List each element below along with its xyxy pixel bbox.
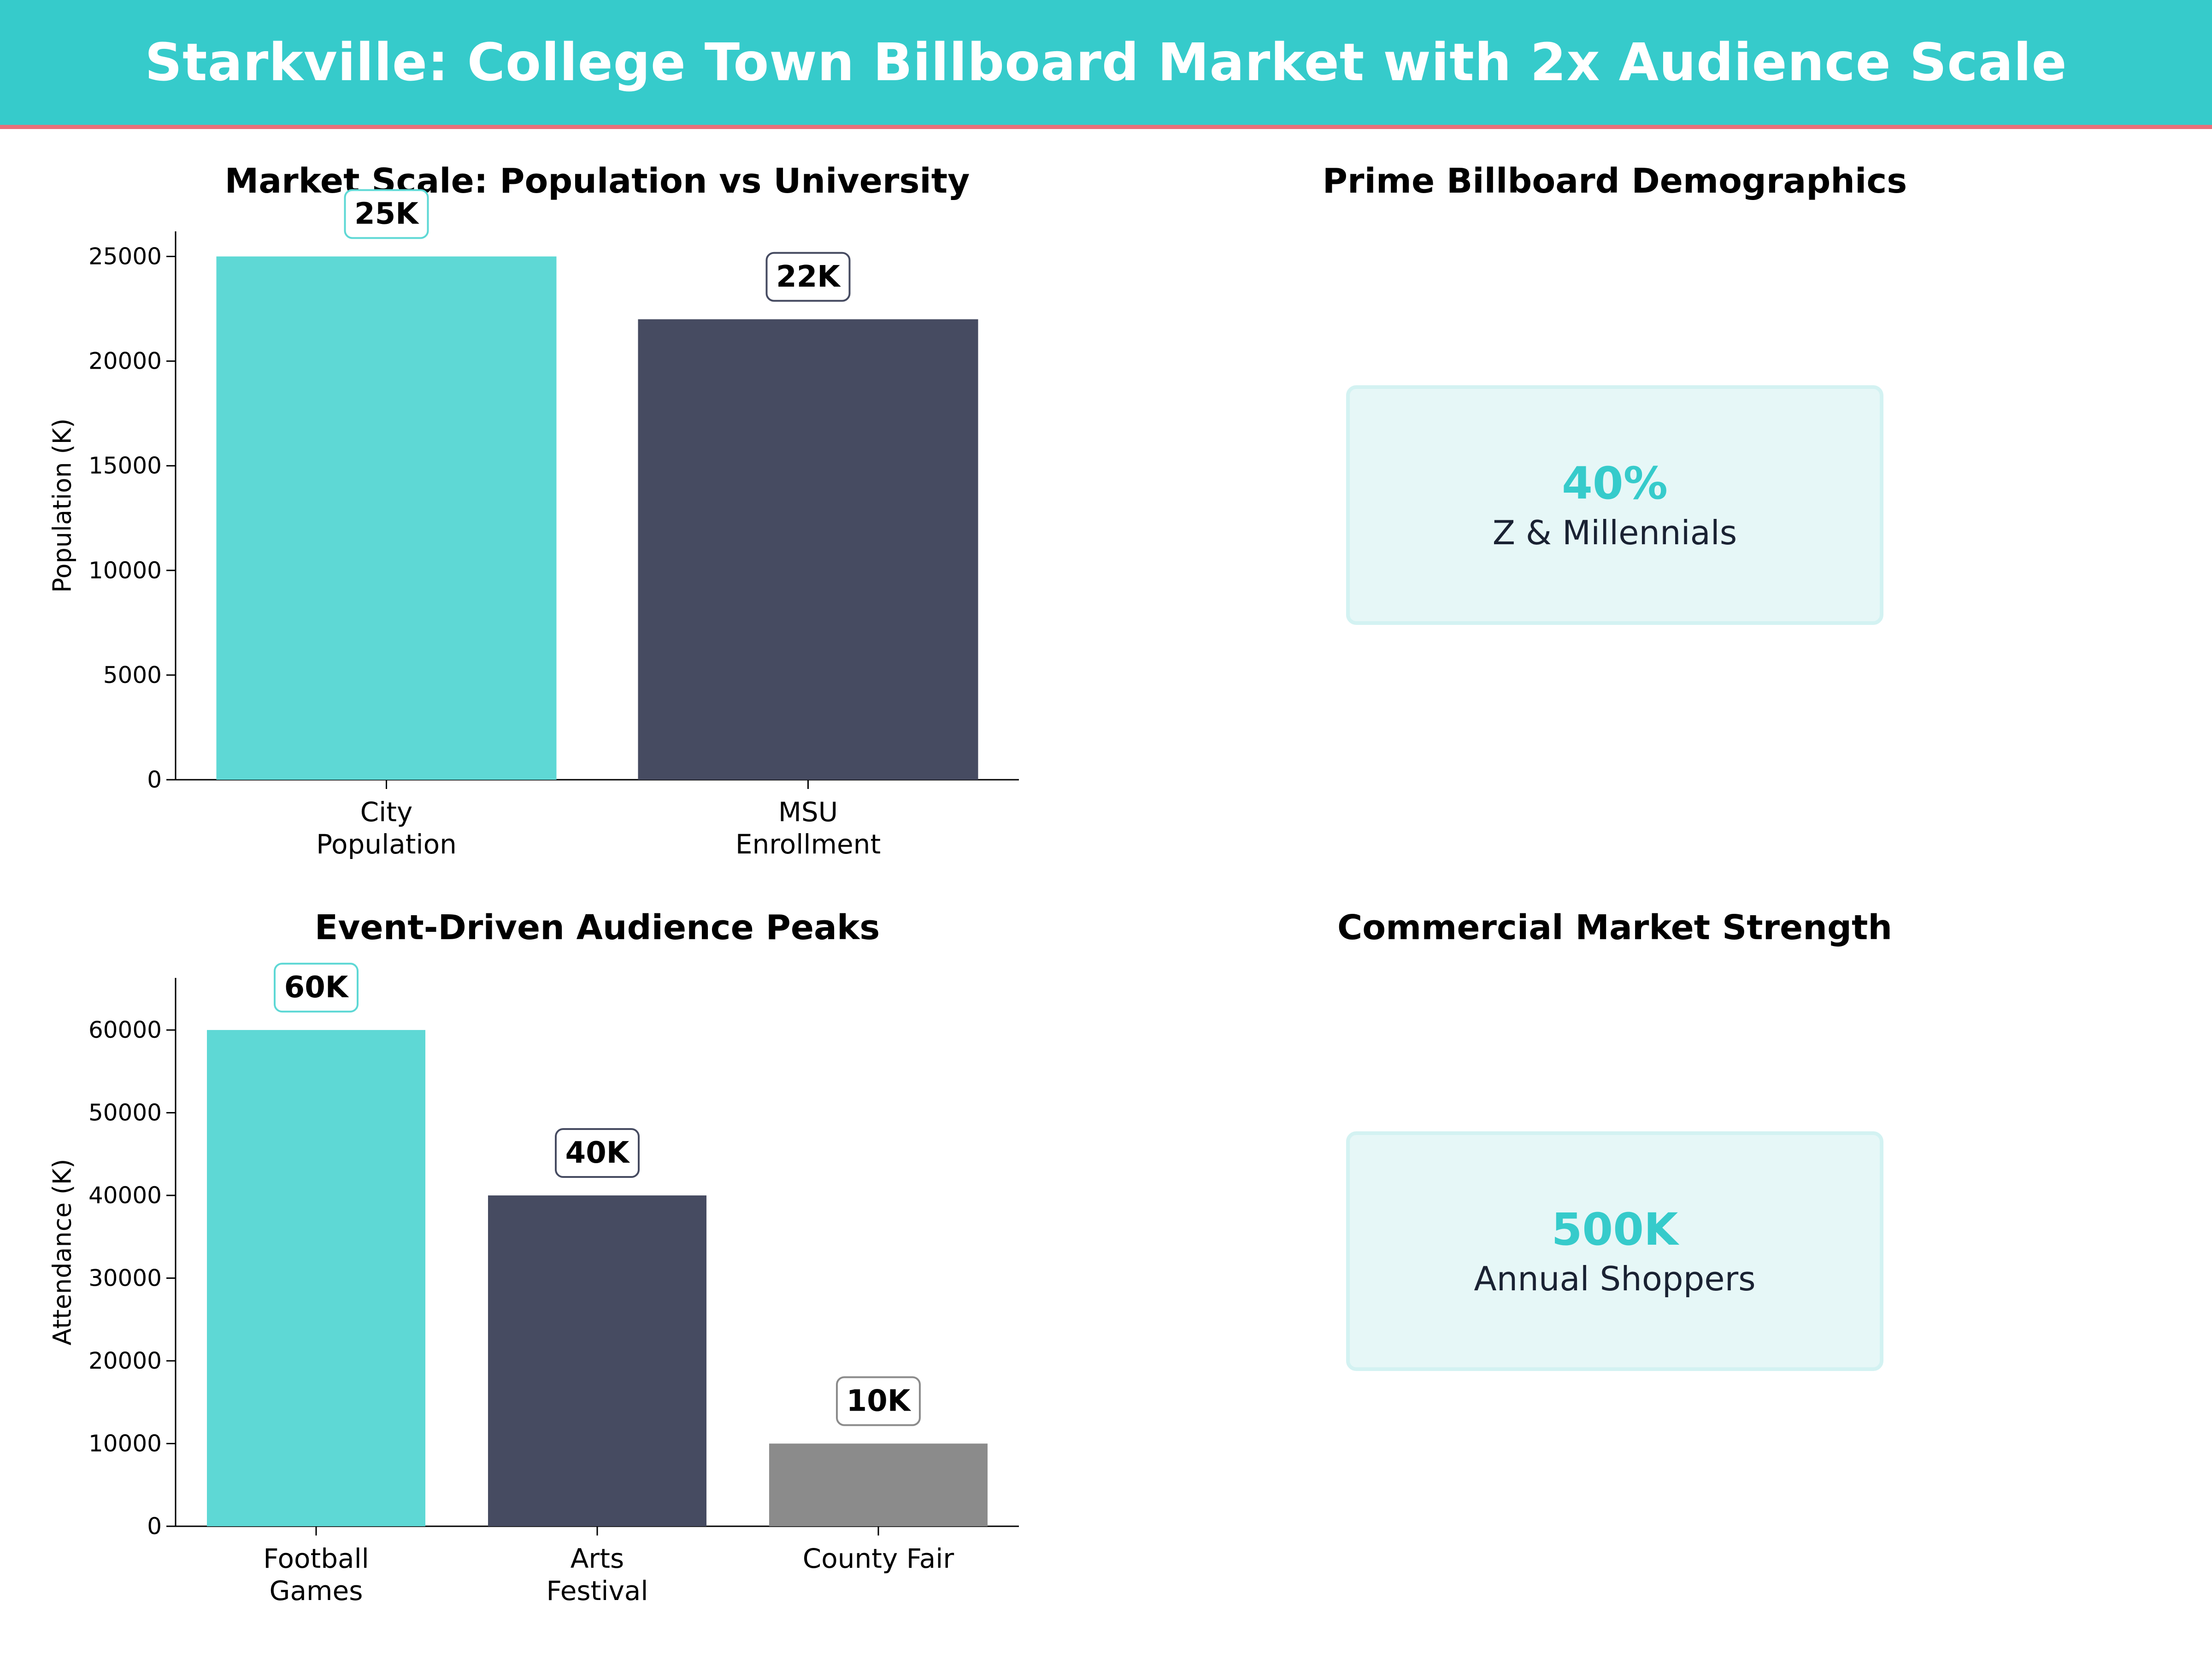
data-label: 60K (284, 971, 349, 1005)
chart-title-event-peaks: Event-Driven Audience Peaks (314, 908, 880, 947)
page-title: Starkville: College Town Billboard Marke… (145, 32, 2067, 93)
x-tick-label: Arts (571, 1543, 624, 1574)
commercial-label: Annual Shoppers (1474, 1259, 1756, 1299)
x-tick-label: MSU (778, 796, 838, 828)
data-label: 10K (847, 1384, 912, 1418)
bar (207, 1030, 425, 1526)
x-tick-label: Games (270, 1575, 363, 1606)
data-label-box (344, 189, 429, 239)
x-tick-label: Festival (547, 1575, 648, 1606)
y-tick-label: 15000 (88, 453, 162, 479)
x-tick-label: Football (263, 1543, 369, 1574)
x-tick-label: Enrollment (735, 829, 881, 860)
demographics-value: 40% (1562, 458, 1668, 510)
data-label: 40K (565, 1136, 630, 1170)
y-axis-label: Population (K) (48, 418, 77, 593)
x-tick-label: City (360, 796, 413, 828)
x-tick-label: County Fair (803, 1543, 954, 1574)
y-tick-label: 10000 (88, 557, 162, 584)
y-tick-label: 0 (147, 766, 162, 793)
y-tick-label: 0 (147, 1513, 162, 1540)
y-tick-label: 50000 (88, 1100, 162, 1126)
data-label-box (765, 252, 851, 302)
demographics-label: Z & Millennials (1492, 513, 1737, 553)
panel-title-demographics: Prime Billboard Demographics (1322, 161, 1907, 201)
bar (638, 319, 978, 780)
panel-title-commercial: Commercial Market Strength (1337, 908, 1893, 947)
y-tick-label: 20000 (88, 348, 162, 375)
bar (216, 256, 557, 780)
y-tick-label: 10000 (88, 1430, 162, 1457)
data-label: 22K (776, 260, 841, 294)
bar (488, 1195, 706, 1526)
data-label-box (555, 1128, 640, 1178)
demographics-card: 40% Z & Millennials (1346, 385, 1883, 625)
bar (769, 1443, 988, 1526)
y-tick-label: 60000 (88, 1017, 162, 1043)
commercial-card: 500K Annual Shoppers (1346, 1131, 1883, 1371)
commercial-value: 500K (1551, 1204, 1678, 1256)
data-label-box (274, 963, 359, 1013)
data-label: 25K (354, 197, 419, 231)
y-tick-label: 5000 (103, 662, 162, 688)
y-tick-label: 20000 (88, 1347, 162, 1374)
y-tick-label: 40000 (88, 1182, 162, 1209)
y-axis-label: Attendance (K) (48, 1159, 77, 1346)
x-tick-label: Population (316, 829, 457, 860)
data-label-box (836, 1376, 921, 1426)
y-tick-label: 30000 (88, 1265, 162, 1292)
y-tick-label: 25000 (88, 243, 162, 270)
header-banner: Starkville: College Town Billboard Marke… (0, 0, 2212, 129)
